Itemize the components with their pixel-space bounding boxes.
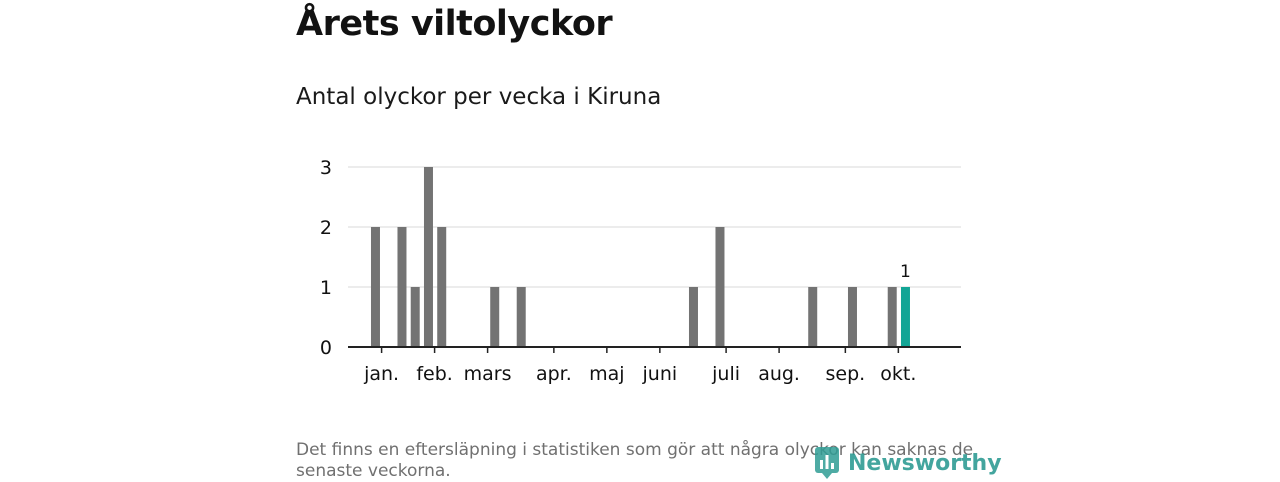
bar — [516, 287, 526, 347]
x-tick-label: feb. — [416, 363, 452, 385]
bar — [808, 287, 818, 347]
y-tick-label: 2 — [320, 217, 332, 239]
y-tick-label: 3 — [320, 157, 332, 179]
bar — [847, 287, 857, 347]
x-tick-label: juli — [711, 363, 740, 385]
chart-title: Årets viltolyckor — [296, 4, 613, 44]
bar — [887, 287, 897, 347]
x-tick-label: juni — [642, 363, 678, 385]
x-tick-label: maj — [589, 363, 624, 385]
bar — [490, 287, 500, 347]
x-tick-label: aug. — [758, 363, 800, 385]
x-tick-label: okt. — [880, 363, 916, 385]
lag-disclaimer-note: Det finns en eftersläpning i statistiken… — [296, 440, 974, 481]
y-tick-label: 0 — [320, 337, 332, 359]
bar — [688, 287, 698, 347]
bar — [437, 227, 447, 347]
brand-logo: Newsworthy — [814, 446, 1002, 480]
brand-name: Newsworthy — [848, 450, 1002, 476]
bar — [397, 227, 407, 347]
bar — [715, 227, 725, 347]
x-tick-label: apr. — [536, 363, 572, 385]
y-tick-label: 1 — [320, 277, 332, 299]
bar — [423, 167, 433, 347]
x-tick-label: sep. — [825, 363, 865, 385]
bar — [410, 287, 420, 347]
highlight-bar — [900, 287, 910, 347]
x-tick-label: mars — [464, 363, 512, 385]
bar — [370, 227, 380, 347]
newsworthy-logo-icon — [815, 447, 839, 479]
chart-subtitle: Antal olyckor per vecka i Kiruna — [296, 84, 662, 110]
bar-data-label: 1 — [900, 262, 911, 282]
x-tick-label: jan. — [363, 363, 399, 385]
